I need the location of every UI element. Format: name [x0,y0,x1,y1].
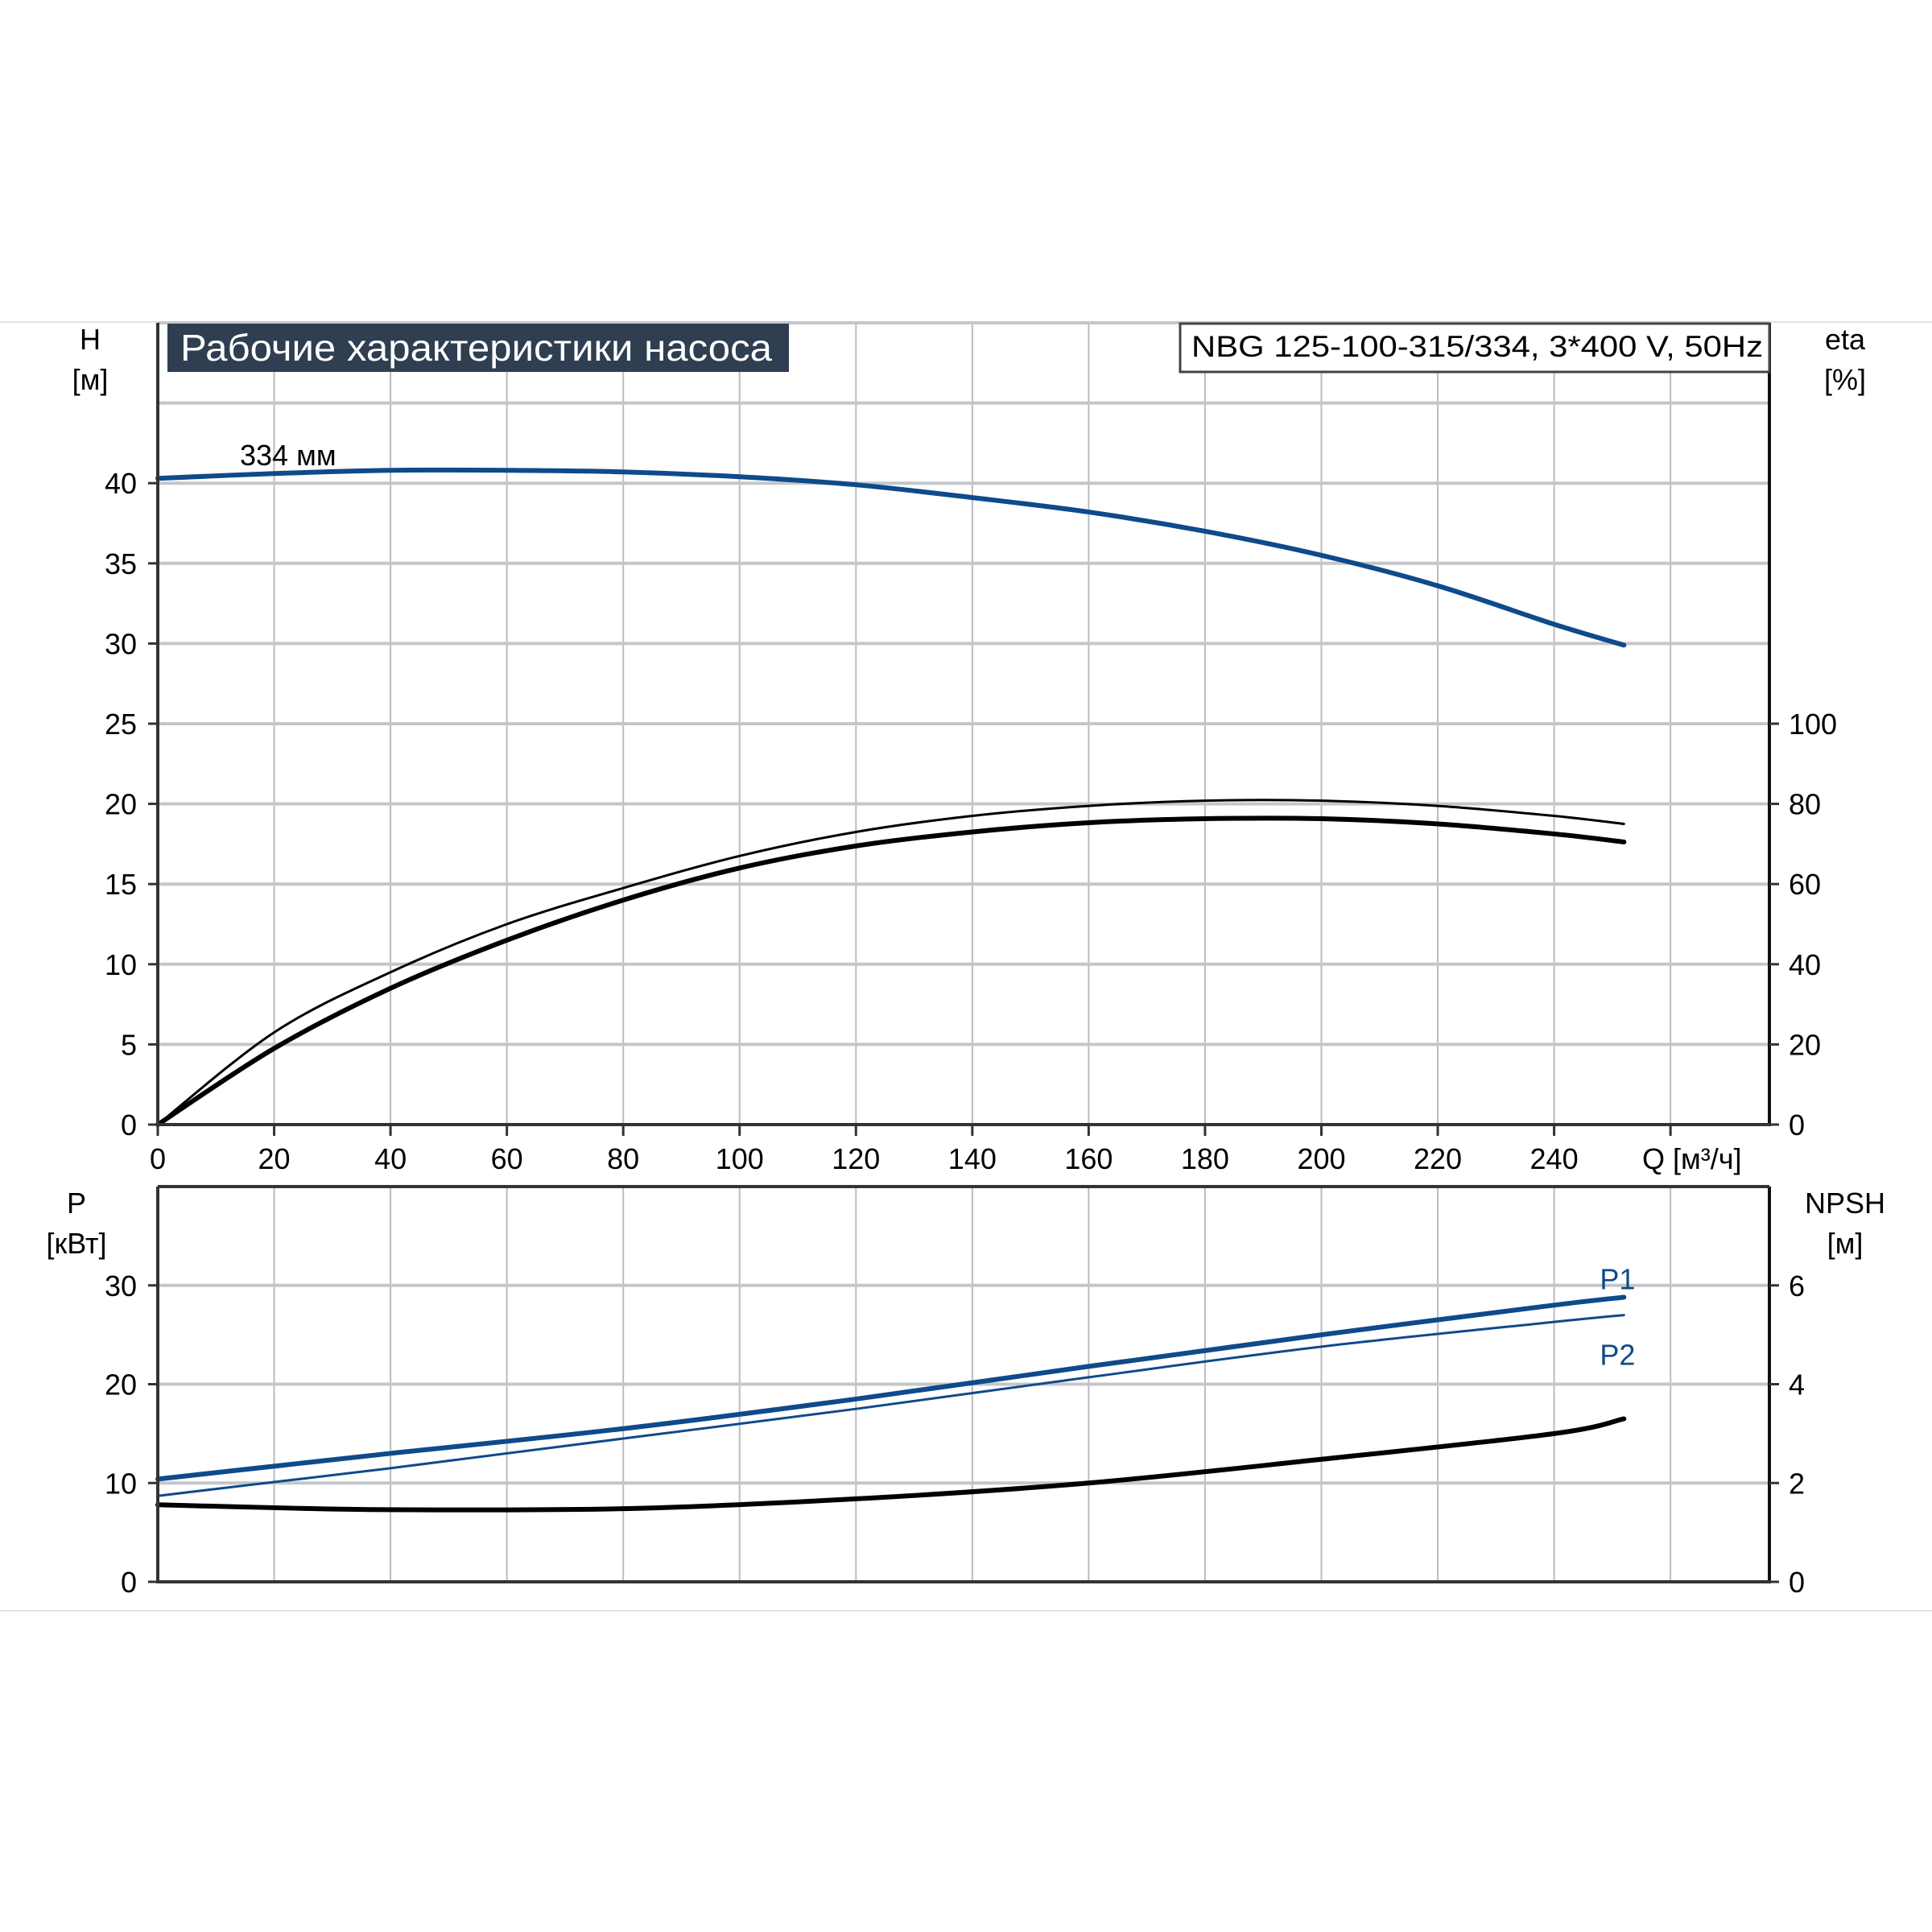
p1-bot-curve-0 [155,1294,1627,1482]
top-y2-tick-label: 40 [1789,948,1821,981]
bot-curve-2 [155,1416,1627,1513]
top-y2-tick-label: 20 [1789,1028,1821,1061]
top-y-tick-label: 10 [105,948,137,981]
bot-y2-tick-label: 4 [1789,1368,1805,1402]
top-y-tick-label: 20 [105,788,137,821]
top-y-tick-label: 40 [105,467,137,500]
bot-y-unit: [кВт] [46,1227,106,1260]
head-annotation: 334 мм [240,439,336,472]
bot-y2-tick-label: 2 [1789,1467,1805,1500]
x-tick-label: 140 [948,1142,997,1175]
top-y2-label: eta [1825,323,1866,356]
x-tick-label: 220 [1414,1142,1462,1175]
top-y-tick-label: 30 [105,627,137,660]
bot-y2-unit: [м] [1827,1227,1864,1260]
p2-bot-curve-1 [156,1314,1625,1497]
x-tick-label: 160 [1064,1142,1113,1175]
top-y2-tick-label: 0 [1789,1108,1805,1141]
top-y-tick-label: 0 [121,1108,137,1141]
bot-y-tick-label: 0 [121,1566,137,1599]
top-curve-0 [155,467,1627,648]
x-tick-label: 40 [374,1142,407,1175]
x-tick-label: 0 [150,1142,166,1175]
p2-label: P2 [1600,1339,1635,1372]
title-box [167,324,789,372]
bot-y2-tick-label: 0 [1789,1566,1805,1599]
x-tick-label: 120 [832,1142,880,1175]
top-curve-1 [156,799,1625,1126]
top-y2-tick-label: 80 [1789,788,1821,821]
top-y-tick-label: 15 [105,868,137,901]
bot-y-tick-label: 10 [105,1467,137,1500]
top-y2-unit: [%] [1824,363,1866,396]
p1-label: P1 [1600,1262,1635,1295]
x-tick-label: 200 [1297,1142,1345,1175]
top-y-tick-label: 25 [105,708,137,741]
model-box [1179,322,1771,374]
x-tick-label: 180 [1181,1142,1229,1175]
bot-y2-tick-label: 6 [1789,1269,1805,1302]
top-y2-tick-label: 100 [1789,708,1837,741]
top-curve-2 [155,815,1627,1127]
top-y-tick-label: 5 [121,1028,137,1061]
top-y2-tick-label: 60 [1789,868,1821,901]
x-tick-label: 100 [716,1142,764,1175]
top-y-unit: [м] [72,363,109,396]
top-y-tick-label: 35 [105,547,137,580]
x-tick-label: 240 [1530,1142,1579,1175]
bot-y2-label: NPSH [1805,1187,1885,1220]
chart-title: Рабочие характеристики насоса [180,327,772,369]
bot-y-label: P [67,1187,86,1220]
x-tick-label: 20 [258,1142,291,1175]
x-tick-label: 60 [491,1142,523,1175]
bot-y-tick-label: 20 [105,1368,137,1402]
x-tick-label: 80 [607,1142,639,1175]
model-label: NBG 125-100-315/334, 3*400 V, 50Hz [1191,330,1763,363]
x-axis-label: Q [м³/ч] [1642,1142,1742,1175]
top-y-label: H [80,323,101,356]
bot-y-tick-label: 30 [105,1269,137,1302]
